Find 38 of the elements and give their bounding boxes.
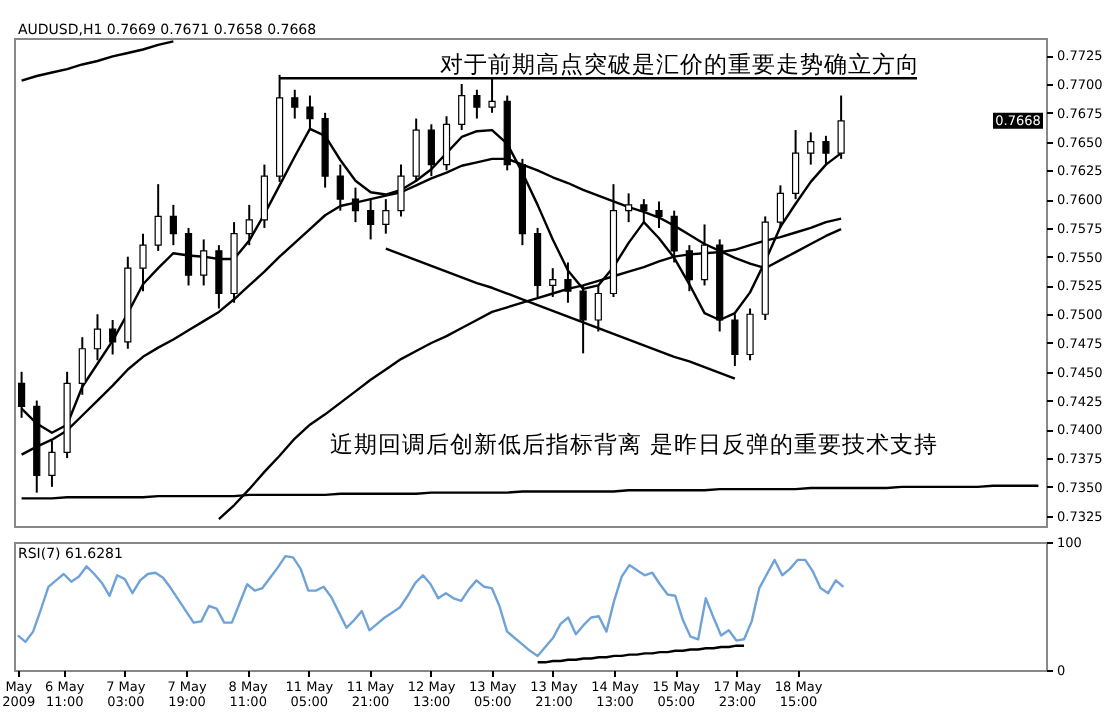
candlestick: [640, 198, 648, 224]
candlestick: [625, 192, 633, 224]
candlestick: [564, 261, 572, 304]
line-series: [20, 40, 175, 82]
candlestick: [807, 131, 815, 166]
candlestick: [367, 198, 375, 241]
line-series: [536, 644, 746, 664]
candlestick: [184, 226, 193, 287]
candlestick: [822, 134, 830, 166]
candlestick: [93, 313, 102, 362]
candlestick: [154, 183, 162, 252]
candlestick: [655, 200, 663, 229]
candlestick: [579, 284, 587, 355]
line-series: [384, 247, 737, 380]
candlestick: [685, 244, 693, 293]
annotation: 近期回调后创新低后指标背离 是昨日反弹的重要技术支持: [330, 430, 938, 458]
candlestick: [139, 232, 147, 293]
candlestick: [473, 88, 481, 120]
candlestick: [549, 267, 557, 298]
candlestick: [776, 184, 785, 229]
annotation: 对于前期高点突破是汇价的重要走势确立方向: [440, 50, 920, 79]
candlestick: [382, 198, 390, 235]
candlestick: [746, 307, 754, 362]
candlestick: [700, 223, 709, 287]
candlestick: [215, 244, 223, 310]
candlestick: [260, 163, 269, 229]
candlestick: [78, 336, 86, 396]
candlestick: [169, 203, 177, 247]
candlestick: [245, 203, 253, 247]
candlestick: [397, 163, 405, 218]
candlestick: [291, 88, 299, 120]
candlestick: [200, 238, 208, 287]
candlestick: [336, 163, 344, 212]
candlestick: [731, 313, 739, 368]
candlestick: [109, 318, 117, 356]
candlestick: [458, 83, 466, 132]
candlestick: [594, 284, 602, 333]
candlestick: [351, 186, 360, 224]
